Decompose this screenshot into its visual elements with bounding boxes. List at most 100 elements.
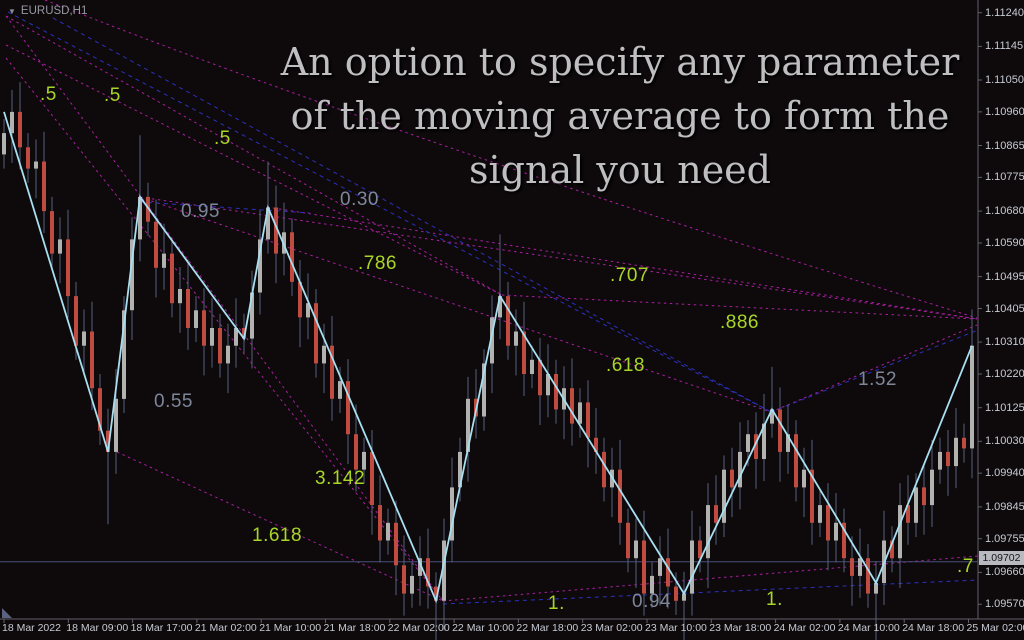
candle-bear xyxy=(242,328,246,339)
candle-bear xyxy=(90,331,94,389)
candle-bear xyxy=(274,207,278,254)
candle-bull xyxy=(226,345,230,364)
zigzag-polyline[interactable] xyxy=(3,111,973,604)
price-axis-label: 1.10865 xyxy=(985,139,1024,152)
price-axis-label: 1.11240 xyxy=(985,6,1024,19)
fib-ratio-label: .5 xyxy=(40,84,57,105)
candle-bear xyxy=(354,434,358,470)
candle-bear xyxy=(50,211,54,254)
candle-bull xyxy=(874,583,878,594)
fibonacci-trendlines[interactable] xyxy=(5,0,979,605)
candle-bear xyxy=(570,388,574,424)
candle-bear xyxy=(346,381,350,435)
fib-trendline-magenta[interactable] xyxy=(501,294,978,320)
candle-bull xyxy=(266,207,270,240)
candle-bear xyxy=(370,451,374,505)
candle-bull xyxy=(10,111,14,134)
fib-ratio-label: .886 xyxy=(720,312,759,333)
fib-trendline-magenta[interactable] xyxy=(5,15,503,296)
fib-trendline-magenta[interactable] xyxy=(5,15,444,602)
candle-bull xyxy=(114,398,118,452)
fib-trendline-magenta[interactable] xyxy=(442,555,979,602)
candle-bear xyxy=(154,221,158,268)
candle-bear xyxy=(586,402,590,438)
fib-trendline-magenta[interactable] xyxy=(139,196,978,320)
candle-bull xyxy=(514,331,518,346)
trendline-blue[interactable] xyxy=(52,17,772,413)
candle-bull xyxy=(410,575,414,594)
candle-bear xyxy=(290,232,294,282)
candle-bull xyxy=(914,487,918,523)
time-axis-label: 21 Mar 02:00 xyxy=(194,622,257,634)
fib-ratio-label: .786 xyxy=(358,253,397,274)
dropdown-arrow-icon: ▼ xyxy=(8,6,16,16)
fib-trendline-magenta[interactable] xyxy=(139,196,772,413)
candlesticks xyxy=(2,82,974,640)
candle-bear xyxy=(594,437,598,452)
candle-bull xyxy=(802,469,806,488)
fib-curve-magenta[interactable] xyxy=(44,0,978,319)
symbol-timeframe-label: ▼ EURUSD,H1 xyxy=(8,5,87,17)
price-axis-label: 1.11050 xyxy=(985,74,1024,86)
candle-bear xyxy=(170,253,174,304)
time-axis-label: 24 Mar 18:00 xyxy=(902,622,965,634)
time-axis-label: 23 Mar 02:00 xyxy=(580,622,643,634)
candle-bull xyxy=(938,451,942,470)
candle-bear xyxy=(394,522,398,566)
candle-bull xyxy=(178,289,182,304)
candle-bear xyxy=(674,586,678,601)
price-axis-label: 1.10495 xyxy=(985,270,1024,283)
candle-bear xyxy=(810,469,814,523)
fib-ratio-label: .7 xyxy=(957,556,974,577)
candle-bull xyxy=(898,505,902,559)
candle-bear xyxy=(18,111,22,148)
trendline-blue[interactable] xyxy=(770,329,979,413)
candle-bull xyxy=(954,437,958,467)
zigzag-ratio-label: 0.95 xyxy=(181,201,220,222)
candle-bear xyxy=(698,540,702,559)
candle-bear xyxy=(378,505,382,541)
price-axis-label: 1.10310 xyxy=(985,336,1024,349)
candle-bull xyxy=(970,345,974,449)
candle-bear xyxy=(666,558,670,587)
candle-bull xyxy=(770,409,774,424)
candle-bull xyxy=(306,303,310,318)
candle-bear xyxy=(626,522,630,559)
fib-trendline-magenta[interactable] xyxy=(5,44,503,296)
candle-bear xyxy=(554,374,558,410)
candle-bull xyxy=(130,239,134,311)
fib-trendline-magenta[interactable] xyxy=(5,57,444,602)
fib-ratio-label: .618 xyxy=(606,355,645,376)
trendline-blue[interactable] xyxy=(442,579,979,605)
candle-bull xyxy=(258,239,262,293)
candle-bear xyxy=(714,505,718,523)
candle-bear xyxy=(202,310,206,346)
candle-bull xyxy=(442,540,446,601)
price-axis-label: 1.10590 xyxy=(985,237,1024,249)
candle-bull xyxy=(490,317,494,364)
fib-trendline-magenta[interactable] xyxy=(770,324,978,413)
fib-ratio-label: 1. xyxy=(548,593,565,614)
candle-bear xyxy=(402,565,406,594)
candle-bull xyxy=(34,161,38,169)
candle-bull xyxy=(746,434,750,452)
candle-bull xyxy=(682,593,686,601)
zigzag-ratio-label: 0.30 xyxy=(340,189,379,210)
fib-ratio-label: 1.618 xyxy=(252,525,303,546)
time-axis-label: 18 Mar 2022 xyxy=(2,622,61,634)
price-axis-label: 1.10125 xyxy=(985,401,1024,414)
candle-bull xyxy=(762,423,766,459)
candle-bear xyxy=(186,289,190,328)
zigzag-indicator-line[interactable] xyxy=(3,111,973,604)
time-axis-label: 22 Mar 18:00 xyxy=(516,622,579,634)
time-axis-label: 22 Mar 10:00 xyxy=(452,622,514,634)
zigzag-ratio-label: 0.55 xyxy=(154,391,193,412)
candle-bull xyxy=(418,558,422,576)
candle-bull xyxy=(58,239,62,254)
candle-bear xyxy=(106,430,110,452)
history-start-marker-icon xyxy=(2,608,12,618)
candle-bear xyxy=(42,161,46,212)
price-axis-label: 1.09845 xyxy=(985,500,1024,513)
